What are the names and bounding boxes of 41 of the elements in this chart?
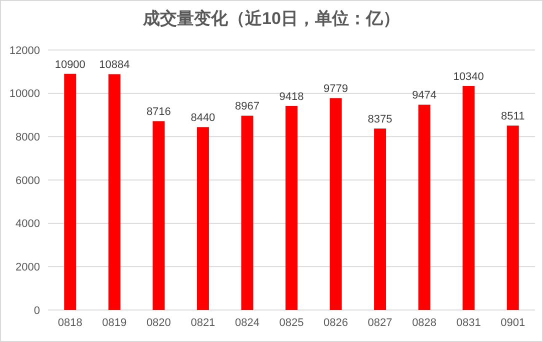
y-tick-label: 0: [34, 304, 40, 317]
x-tick-label: 0821: [190, 317, 216, 329]
bar: [64, 74, 76, 310]
data-label: 9779: [324, 83, 348, 96]
x-tick-label: 0820: [146, 317, 171, 329]
data-label: 8967: [234, 100, 260, 113]
bar: [286, 106, 298, 310]
data-label: 9418: [279, 90, 304, 103]
x-tick-label: 0824: [234, 317, 260, 329]
data-label: 8716: [146, 106, 171, 118]
bar: [462, 86, 475, 310]
data-label: 10900: [54, 58, 86, 71]
bar: [152, 121, 165, 310]
y-tick-label: 2000: [16, 262, 40, 274]
x-tick-label: 0901: [500, 317, 526, 329]
x-tick-label: 0831: [456, 317, 481, 329]
x-tick-label: 0827: [368, 317, 392, 329]
data-label: 9474: [412, 90, 437, 102]
y-tick-label: 8000: [16, 132, 40, 144]
x-tick-label: 0826: [324, 317, 348, 329]
x-tick-label: 0825: [279, 317, 304, 329]
data-label: 8511: [501, 110, 525, 123]
data-label: 10884: [99, 59, 130, 72]
bar: [330, 98, 342, 310]
chart-title: 成交量变化（近10日，单位：亿）: [142, 9, 400, 28]
bar: [506, 126, 519, 310]
data-label: 8375: [368, 114, 392, 126]
bar: [196, 127, 209, 310]
y-tick-label: 6000: [16, 174, 40, 187]
y-tick-label: 12000: [9, 44, 40, 57]
bar: [418, 104, 430, 310]
y-tick-label: 4000: [16, 218, 40, 230]
bar: [108, 74, 120, 310]
data-label: 8440: [190, 112, 216, 124]
data-label: 10340: [453, 70, 484, 83]
bar: [241, 116, 254, 310]
y-tick-label: 10000: [9, 88, 40, 100]
x-tick-label: 0819: [102, 317, 127, 329]
x-tick-label: 0818: [58, 317, 82, 329]
bar: [374, 128, 386, 310]
x-tick-label: 0828: [412, 317, 437, 329]
